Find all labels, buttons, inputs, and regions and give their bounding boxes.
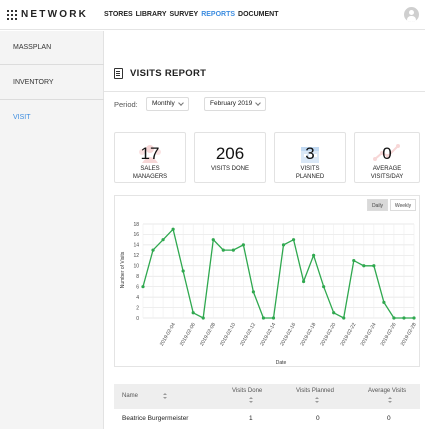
month-select[interactable]: February 2019: [204, 97, 266, 111]
nav-library[interactable]: LIBRARY: [135, 11, 167, 18]
sidebar-item-inventory[interactable]: INVENTORY: [0, 66, 104, 100]
cell-average-visits: 0: [387, 415, 391, 422]
table-header: Name Visits Done Visits Planned Average …: [114, 384, 420, 409]
nav-stores[interactable]: STORES: [104, 11, 133, 18]
nav-reports[interactable]: REPORTS: [201, 11, 236, 18]
sort-icon[interactable]: [248, 397, 254, 404]
column-header-visits-planned[interactable]: Visits Planned: [296, 388, 334, 394]
stat-label: VISITS DONE: [210, 166, 249, 172]
stat-value: 0: [382, 144, 392, 163]
calendar-icon: [301, 147, 319, 163]
stat-label: SALES MANAGERS: [132, 166, 168, 180]
chevron-down-icon: [178, 100, 184, 106]
stat-value: 17: [140, 144, 160, 163]
period-select-value: Monthly: [152, 100, 175, 107]
page-title: VISITS REPORT: [130, 68, 207, 79]
sort-icon[interactable]: [162, 393, 168, 400]
stat-label: VISITS PLANNED: [295, 166, 325, 180]
report-document-icon: [114, 68, 123, 79]
stat-value: 206: [215, 144, 245, 163]
sidebar-item-visit[interactable]: VISIT: [13, 114, 31, 121]
cell-name: Beatrice Burgermeister: [122, 415, 189, 422]
toggle-weekly-button[interactable]: Weekly: [390, 199, 416, 211]
cell-visits-done: 1: [249, 415, 253, 422]
report-header: VISITS REPORT: [114, 68, 206, 79]
cell-visits-planned: 0: [316, 415, 320, 422]
stat-card-visits-done: 206 VISITS DONE: [194, 132, 266, 183]
visits-chart-panel: [114, 195, 420, 367]
user-avatar-icon[interactable]: [404, 7, 419, 22]
period-select[interactable]: Monthly: [146, 97, 189, 111]
people-icon: [139, 145, 161, 163]
nav-survey[interactable]: SURVEY: [169, 11, 199, 18]
chevron-down-icon: [255, 100, 261, 106]
stat-card-visits-planned: 3 VISITS PLANNED: [274, 132, 346, 183]
sidebar-item-massplan[interactable]: MASSPLAN: [0, 31, 104, 65]
sort-icon[interactable]: [387, 397, 393, 404]
stat-card-average-visits: 0 AVERAGE VISITS/DAY: [354, 132, 420, 183]
nav-document[interactable]: DOCUMENT: [238, 11, 279, 18]
stat-value: 3: [305, 144, 315, 163]
period-label: Period:: [114, 100, 138, 109]
sort-icon[interactable]: [314, 397, 320, 404]
column-header-name[interactable]: Name: [122, 393, 139, 399]
month-select-value: February 2019: [210, 100, 253, 107]
trend-icon: [373, 144, 400, 161]
main-nav: STORES LIBRARY SURVEY REPORTS DOCUMENT: [104, 11, 278, 18]
stat-label: AVERAGE VISITS/DAY: [370, 166, 404, 180]
column-header-average-visits[interactable]: Average Visits: [368, 388, 407, 394]
sidebar: MASSPLAN INVENTORY VISIT: [0, 31, 104, 429]
stat-card-sales-managers: 17 SALES MANAGERS: [114, 132, 186, 183]
apps-grid-icon[interactable]: [7, 10, 17, 20]
column-header-visits-done[interactable]: Visits Done: [232, 388, 263, 394]
brand-logo[interactable]: NETWORK: [21, 9, 89, 20]
toggle-daily-button[interactable]: Daily: [367, 199, 388, 211]
top-bar: NETWORK STORES LIBRARY SURVEY REPORTS DO…: [0, 0, 425, 30]
header-divider: [104, 91, 425, 92]
